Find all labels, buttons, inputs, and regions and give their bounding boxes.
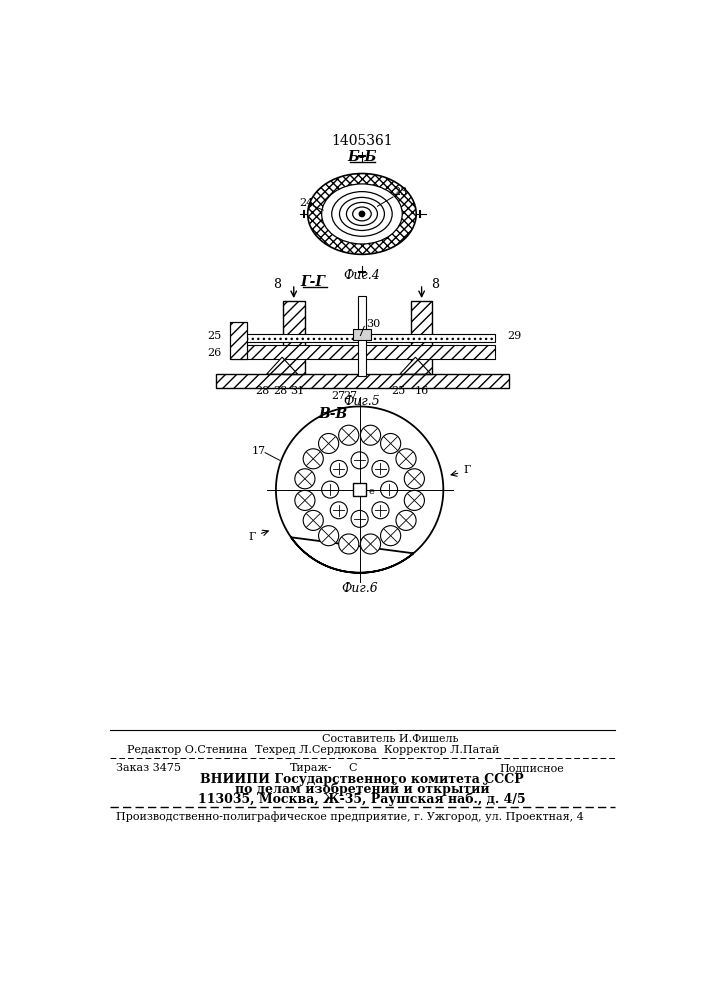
Text: Г-Г: Г-Г [300,275,326,289]
Circle shape [361,534,380,554]
Circle shape [380,526,401,546]
Text: 24: 24 [299,198,313,208]
Text: Техред Л.Сердюкова  Корректор Л.Патай: Техред Л.Сердюкова Корректор Л.Патай [255,745,499,755]
Polygon shape [400,357,431,374]
Text: Фиг.5: Фиг.5 [344,395,380,408]
Ellipse shape [339,197,385,230]
Bar [232,345,495,359]
Circle shape [380,433,401,454]
Text: Б-Б: Б-Б [347,150,377,164]
Circle shape [295,469,315,489]
Circle shape [361,425,380,445]
Circle shape [351,452,368,469]
Text: Фиг.4: Фиг.4 [344,269,380,282]
Text: 28: 28 [256,386,270,396]
Text: 30: 30 [366,319,380,329]
Text: 25: 25 [391,386,406,396]
Text: 16: 16 [414,386,428,396]
Bar [283,301,305,374]
Text: 8: 8 [273,278,281,291]
Text: 27: 27 [331,391,345,401]
Circle shape [339,425,359,445]
Ellipse shape [308,174,416,254]
Bar [232,334,495,342]
Circle shape [330,502,347,519]
Circle shape [380,481,397,498]
Text: Г: Г [248,532,256,542]
Circle shape [303,449,323,469]
Circle shape [396,510,416,530]
Bar [216,374,509,388]
Circle shape [319,526,339,546]
Text: 1405361: 1405361 [331,134,393,148]
Circle shape [404,490,424,510]
Text: 31: 31 [291,386,305,396]
Bar [358,296,366,376]
Text: 28: 28 [274,386,288,396]
Text: Подписное: Подписное [499,763,564,773]
Text: 8: 8 [431,278,440,291]
Circle shape [372,502,389,519]
Bar [230,322,247,359]
Text: Производственно-полиграфическое предприятие, г. Ужгород, ул. Проектная, 4: Производственно-полиграфическое предприя… [115,811,583,822]
Text: 29: 29 [507,331,521,341]
Text: В-В: В-В [318,407,347,421]
Ellipse shape [346,202,378,225]
Circle shape [372,460,389,477]
Bar [353,329,371,340]
Text: Тираж-: Тираж- [290,763,332,773]
Text: 27: 27 [344,391,357,401]
Circle shape [322,481,339,498]
Ellipse shape [322,184,402,244]
Polygon shape [276,406,443,573]
Text: Составитель И.Фишель: Составитель И.Фишель [322,734,459,744]
Text: 113035, Москва, Ж-35, Раушская наб., д. 4/5: 113035, Москва, Ж-35, Раушская наб., д. … [198,792,526,806]
Text: Заказ 3475: Заказ 3475 [115,763,180,773]
Text: e: e [369,487,375,496]
Ellipse shape [332,192,392,236]
Text: Г: Г [464,465,471,475]
Text: Редактор О.Стенина: Редактор О.Стенина [127,745,247,755]
Circle shape [404,469,424,489]
Circle shape [339,534,359,554]
Circle shape [303,510,323,530]
Bar [230,322,247,359]
Bar [411,301,433,374]
Text: 17: 17 [252,446,266,456]
Ellipse shape [353,207,371,221]
Text: С: С [348,763,356,773]
Circle shape [396,449,416,469]
Text: по делам изобретений и открытий: по делам изобретений и открытий [235,782,489,796]
Text: 23: 23 [394,187,408,197]
Circle shape [351,510,368,527]
Bar [354,483,366,496]
Circle shape [319,433,339,454]
Circle shape [359,211,365,217]
Circle shape [295,490,315,510]
Text: 26: 26 [207,348,222,358]
Circle shape [330,460,347,477]
Text: ВНИИПИ Государственного комитета СССР: ВНИИПИ Государственного комитета СССР [200,773,524,786]
Text: 25: 25 [207,331,222,341]
Polygon shape [267,357,298,374]
Text: Фиг.6: Фиг.6 [341,582,378,595]
